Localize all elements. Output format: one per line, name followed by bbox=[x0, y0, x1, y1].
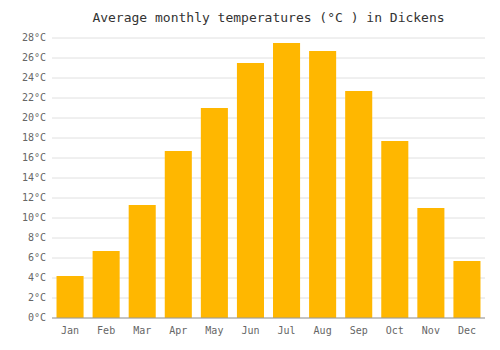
x-tick-label: Jul bbox=[278, 325, 296, 336]
y-tick-label: 24°C bbox=[22, 72, 46, 83]
grid-line bbox=[52, 318, 485, 319]
y-tick-label: 28°C bbox=[22, 32, 46, 43]
bar bbox=[453, 261, 480, 318]
y-tick-label: 6°C bbox=[28, 252, 46, 263]
x-tick-label: Dec bbox=[458, 325, 476, 336]
x-tick-label: Mar bbox=[133, 325, 151, 336]
grid-line bbox=[52, 58, 485, 59]
bar bbox=[129, 205, 156, 318]
bar bbox=[57, 276, 84, 318]
grid-line bbox=[52, 38, 485, 39]
bar bbox=[417, 208, 444, 318]
y-tick-label: 0°C bbox=[28, 312, 46, 323]
grid-line bbox=[52, 158, 485, 159]
y-tick-label: 26°C bbox=[22, 52, 46, 63]
bar bbox=[93, 251, 120, 318]
y-tick-label: 22°C bbox=[22, 92, 46, 103]
x-tick-label: Aug bbox=[314, 325, 332, 336]
y-tick-label: 16°C bbox=[22, 152, 46, 163]
x-tick-label: Sep bbox=[350, 325, 368, 336]
grid-line bbox=[52, 138, 485, 139]
y-tick-label: 10°C bbox=[22, 212, 46, 223]
title: Average monthly temperatures (°C ) in Di… bbox=[92, 10, 444, 25]
y-tick-label: 2°C bbox=[28, 292, 46, 303]
y-tick-label: 8°C bbox=[28, 232, 46, 243]
bar bbox=[273, 43, 300, 318]
y-tick-label: 20°C bbox=[22, 112, 46, 123]
grid-line bbox=[52, 78, 485, 79]
grid bbox=[52, 38, 485, 318]
bar bbox=[309, 51, 336, 318]
y-tick-label: 12°C bbox=[22, 192, 46, 203]
bar bbox=[165, 151, 192, 318]
bar bbox=[201, 108, 228, 318]
x-tick-label: Nov bbox=[422, 325, 440, 336]
x-tick-label: Jan bbox=[61, 325, 79, 336]
x-tick-label: May bbox=[205, 325, 223, 336]
y-tick-label: 4°C bbox=[28, 272, 46, 283]
bar bbox=[345, 91, 372, 318]
grid-line bbox=[52, 198, 485, 199]
chart-container: Average monthly temperatures (°C ) in Di… bbox=[0, 0, 500, 350]
grid-line bbox=[52, 178, 485, 179]
grid-line bbox=[52, 98, 485, 99]
x-tick-label: Feb bbox=[97, 325, 115, 336]
x-axis-line bbox=[52, 318, 485, 319]
x-tick-label: Jun bbox=[241, 325, 259, 336]
y-tick-label: 14°C bbox=[22, 172, 46, 183]
x-tick-label: Oct bbox=[386, 325, 404, 336]
bar bbox=[237, 63, 264, 318]
bars bbox=[57, 43, 481, 318]
chart-svg: Average monthly temperatures (°C ) in Di… bbox=[0, 0, 500, 350]
bar bbox=[381, 141, 408, 318]
x-tick-label: Apr bbox=[169, 325, 187, 336]
y-tick-label: 18°C bbox=[22, 132, 46, 143]
grid-line bbox=[52, 118, 485, 119]
